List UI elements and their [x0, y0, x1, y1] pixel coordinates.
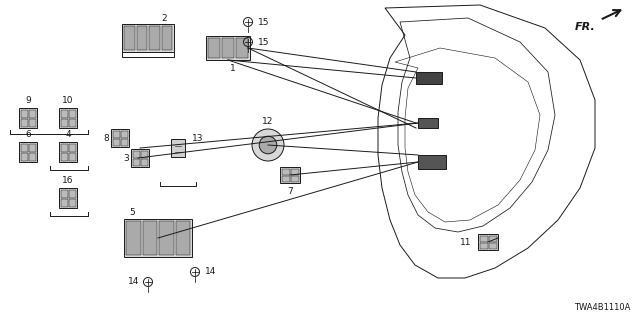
Bar	[61, 189, 67, 197]
Text: 10: 10	[62, 95, 74, 105]
Bar	[19, 142, 37, 162]
Bar	[59, 142, 77, 162]
Bar	[29, 153, 35, 161]
Bar	[488, 243, 497, 249]
Bar	[68, 143, 76, 151]
Text: 14: 14	[205, 268, 217, 276]
Bar	[120, 131, 127, 138]
Bar	[29, 118, 35, 126]
Text: 11: 11	[460, 237, 472, 246]
Bar	[416, 72, 442, 84]
Bar	[61, 118, 67, 126]
Bar	[19, 108, 37, 128]
Bar	[59, 188, 77, 208]
Text: 6: 6	[25, 130, 31, 139]
Text: 1: 1	[230, 63, 236, 73]
Bar	[175, 221, 190, 255]
Text: 9: 9	[25, 95, 31, 105]
Bar	[68, 189, 76, 197]
Text: 12: 12	[262, 116, 274, 125]
Text: 13: 13	[192, 133, 204, 142]
Bar	[20, 143, 28, 151]
Bar	[479, 236, 488, 242]
Bar	[141, 150, 147, 157]
Text: 16: 16	[62, 175, 74, 185]
Bar	[159, 221, 173, 255]
Bar	[20, 153, 28, 161]
Text: 14: 14	[128, 277, 140, 286]
Bar	[29, 109, 35, 117]
Bar	[136, 26, 147, 50]
Text: 2: 2	[161, 13, 167, 22]
Bar	[171, 139, 185, 157]
Bar	[478, 234, 498, 250]
Bar	[418, 155, 446, 169]
Bar	[124, 219, 192, 257]
Bar	[113, 131, 120, 138]
Bar	[282, 169, 289, 174]
Bar	[479, 243, 488, 249]
Bar	[61, 143, 67, 151]
Bar	[282, 175, 289, 181]
Bar	[236, 38, 248, 58]
Bar	[68, 109, 76, 117]
Text: 8: 8	[103, 133, 109, 142]
Text: 15: 15	[259, 37, 269, 46]
Bar	[120, 139, 127, 146]
Bar	[291, 175, 298, 181]
Bar	[20, 118, 28, 126]
Bar	[68, 198, 76, 206]
Text: 3: 3	[123, 154, 129, 163]
Bar	[59, 108, 77, 128]
Bar	[206, 36, 250, 60]
Bar	[20, 109, 28, 117]
Text: 4: 4	[65, 130, 71, 139]
Bar	[61, 109, 67, 117]
Text: 7: 7	[287, 187, 293, 196]
Bar	[132, 150, 140, 157]
Bar	[280, 167, 300, 183]
Text: 15: 15	[259, 18, 269, 27]
Text: TWA4B1110A: TWA4B1110A	[573, 303, 630, 312]
Bar	[161, 26, 172, 50]
Text: 5: 5	[129, 207, 135, 217]
Bar	[124, 26, 134, 50]
Circle shape	[259, 136, 277, 154]
Bar	[113, 139, 120, 146]
Bar	[131, 149, 149, 167]
Bar	[111, 129, 129, 147]
Bar	[488, 236, 497, 242]
Bar	[291, 169, 298, 174]
Bar	[29, 143, 35, 151]
Bar	[126, 221, 141, 255]
Bar	[132, 158, 140, 165]
Text: FR.: FR.	[575, 22, 596, 32]
Bar	[418, 118, 438, 128]
Circle shape	[252, 129, 284, 161]
Bar	[68, 118, 76, 126]
Bar	[141, 158, 147, 165]
Bar	[68, 153, 76, 161]
Bar	[61, 198, 67, 206]
Bar	[122, 24, 174, 52]
Bar	[222, 38, 234, 58]
Bar	[149, 26, 159, 50]
Bar	[61, 153, 67, 161]
Bar	[208, 38, 220, 58]
Bar	[143, 221, 157, 255]
